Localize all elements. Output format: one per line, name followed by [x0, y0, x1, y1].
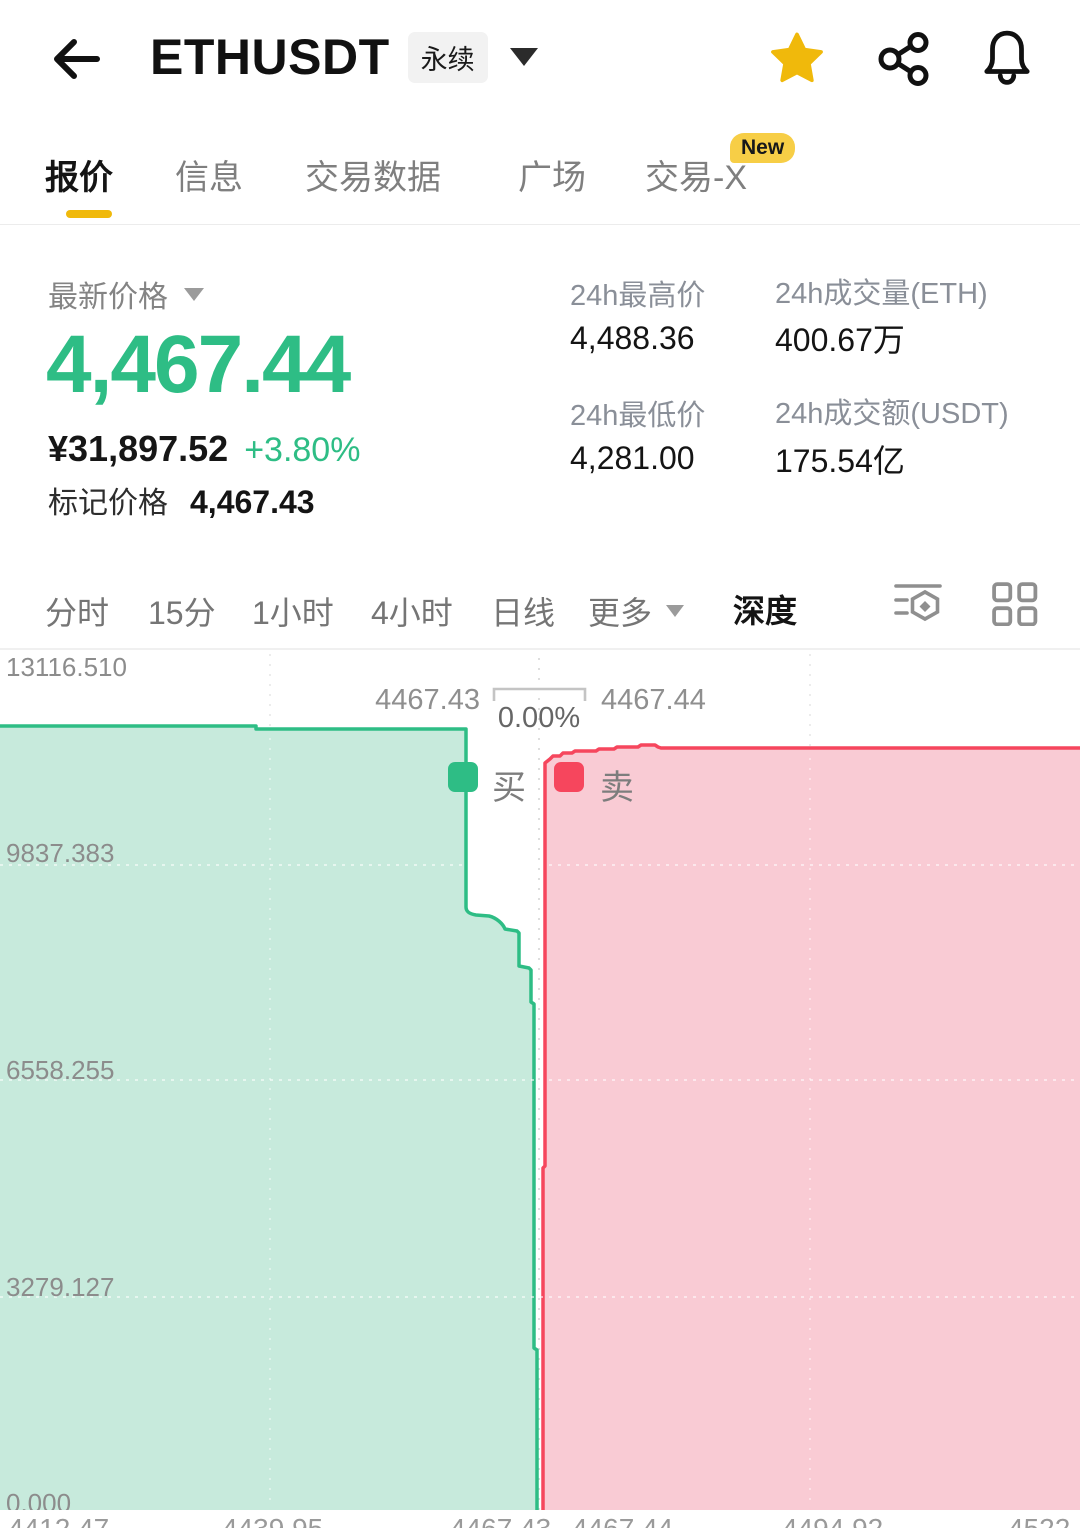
back-button[interactable] [50, 36, 102, 87]
low-label: 24h最低价 [570, 400, 706, 432]
high-value: 4,488.36 [570, 320, 695, 356]
new-badge: New [730, 133, 796, 163]
interval-4h[interactable]: 4小时 [371, 595, 453, 631]
fiat-value: ¥31,897.52 [48, 428, 229, 469]
volume-label: 24h成交量(ETH) [775, 278, 988, 310]
best-ask-price: 4467.44 [601, 684, 706, 716]
star-icon [771, 32, 823, 83]
tab-info[interactable]: 信息 [175, 159, 243, 197]
high-label: 24h最高价 [570, 280, 706, 312]
more-label: 更多 [588, 595, 653, 631]
symbol-selector[interactable]: ETHUSDT 永续 [150, 28, 538, 86]
tabs-divider [0, 224, 1080, 225]
asks-line [541, 743, 1080, 1510]
x-axis-strip: 4412.47 4439.95 4467.43 4467.44 4494.92 … [0, 1510, 1080, 1528]
contract-type-badge: 永续 [407, 31, 488, 83]
price-type-caret-icon [184, 287, 204, 301]
interval-1h[interactable]: 1小时 [252, 595, 334, 631]
interval-more-dropdown[interactable]: 更多 [588, 588, 685, 634]
tab-trade-x[interactable]: 交易-X [645, 159, 747, 197]
mark-price-row: 标记价格 4,467.43 [48, 478, 315, 522]
y-axis-label: 3279.127 [6, 1272, 115, 1302]
low-value: 4,281.00 [570, 440, 695, 476]
favorite-button[interactable] [768, 30, 826, 91]
interval-1d[interactable]: 日线 [491, 595, 556, 631]
share-icon [878, 32, 929, 86]
tab-depth[interactable]: 深度 [733, 593, 798, 629]
asks-area [543, 745, 1080, 1510]
mark-price-label: 标记价格 [48, 487, 168, 520]
sell-legend-swatch [554, 762, 584, 792]
last-price: 4,467.44 [46, 319, 351, 410]
grid-icon [992, 582, 1038, 627]
tab-trading-data[interactable]: 交易数据 [305, 159, 441, 197]
active-tab-underline [66, 210, 112, 218]
y-axis-label: 6558.255 [6, 1055, 115, 1085]
more-caret-icon [666, 605, 685, 617]
share-button[interactable] [876, 32, 932, 91]
best-bid-price: 4467.43 [375, 684, 480, 716]
symbol-title: ETHUSDT [150, 29, 390, 85]
last-price-label: 最新价格 [48, 281, 168, 314]
change-percent: +3.80% [244, 431, 361, 469]
bell-icon [984, 30, 1030, 85]
interval-15m[interactable]: 15分 [148, 595, 216, 631]
layout-grid-button[interactable] [992, 582, 1038, 631]
turnover-value: 175.54亿 [775, 443, 905, 479]
depth-chart[interactable]: 13116.510 9837.383 6558.255 3279.127 0.0… [0, 648, 1080, 1528]
x-axis-label: 4412.47 [8, 1513, 109, 1528]
bids-line [0, 724, 539, 1510]
mark-price-value: 4,467.43 [190, 484, 315, 520]
y-axis-label: 9837.383 [6, 838, 115, 868]
x-axis-label: 4439.95 [222, 1513, 323, 1528]
sell-legend-label: 卖 [600, 769, 634, 807]
volume-value: 400.67万 [775, 322, 905, 358]
chevron-down-icon [509, 48, 538, 66]
x-axis-label: 4467.43 [450, 1513, 551, 1528]
interval-timeline[interactable]: 分时 [45, 595, 110, 631]
depth-chart-canvas [0, 648, 1080, 1510]
price-type-dropdown[interactable]: 最新价格 [48, 272, 204, 316]
alerts-button[interactable] [980, 28, 1034, 91]
y-axis-label: 13116.510 [6, 652, 127, 682]
spread-percent: 0.00% [497, 702, 581, 734]
bids-area [0, 726, 537, 1510]
turnover-label: 24h成交额(USDT) [775, 398, 1009, 430]
x-axis-label: 4467.44 [572, 1513, 673, 1528]
fiat-change-row: ¥31,897.52 +3.80% [48, 428, 360, 470]
buy-legend-swatch [448, 762, 478, 792]
back-arrow-icon [54, 39, 100, 79]
x-axis-label: 4522.40 [1008, 1513, 1080, 1528]
indicator-settings-icon [894, 584, 942, 622]
tab-square[interactable]: 广场 [518, 159, 586, 197]
indicators-button[interactable] [893, 581, 943, 630]
x-axis-label: 4494.92 [782, 1513, 883, 1528]
tab-quote[interactable]: 报价 [45, 159, 113, 197]
buy-legend-label: 买 [492, 769, 526, 807]
spread-bracket [492, 687, 587, 701]
